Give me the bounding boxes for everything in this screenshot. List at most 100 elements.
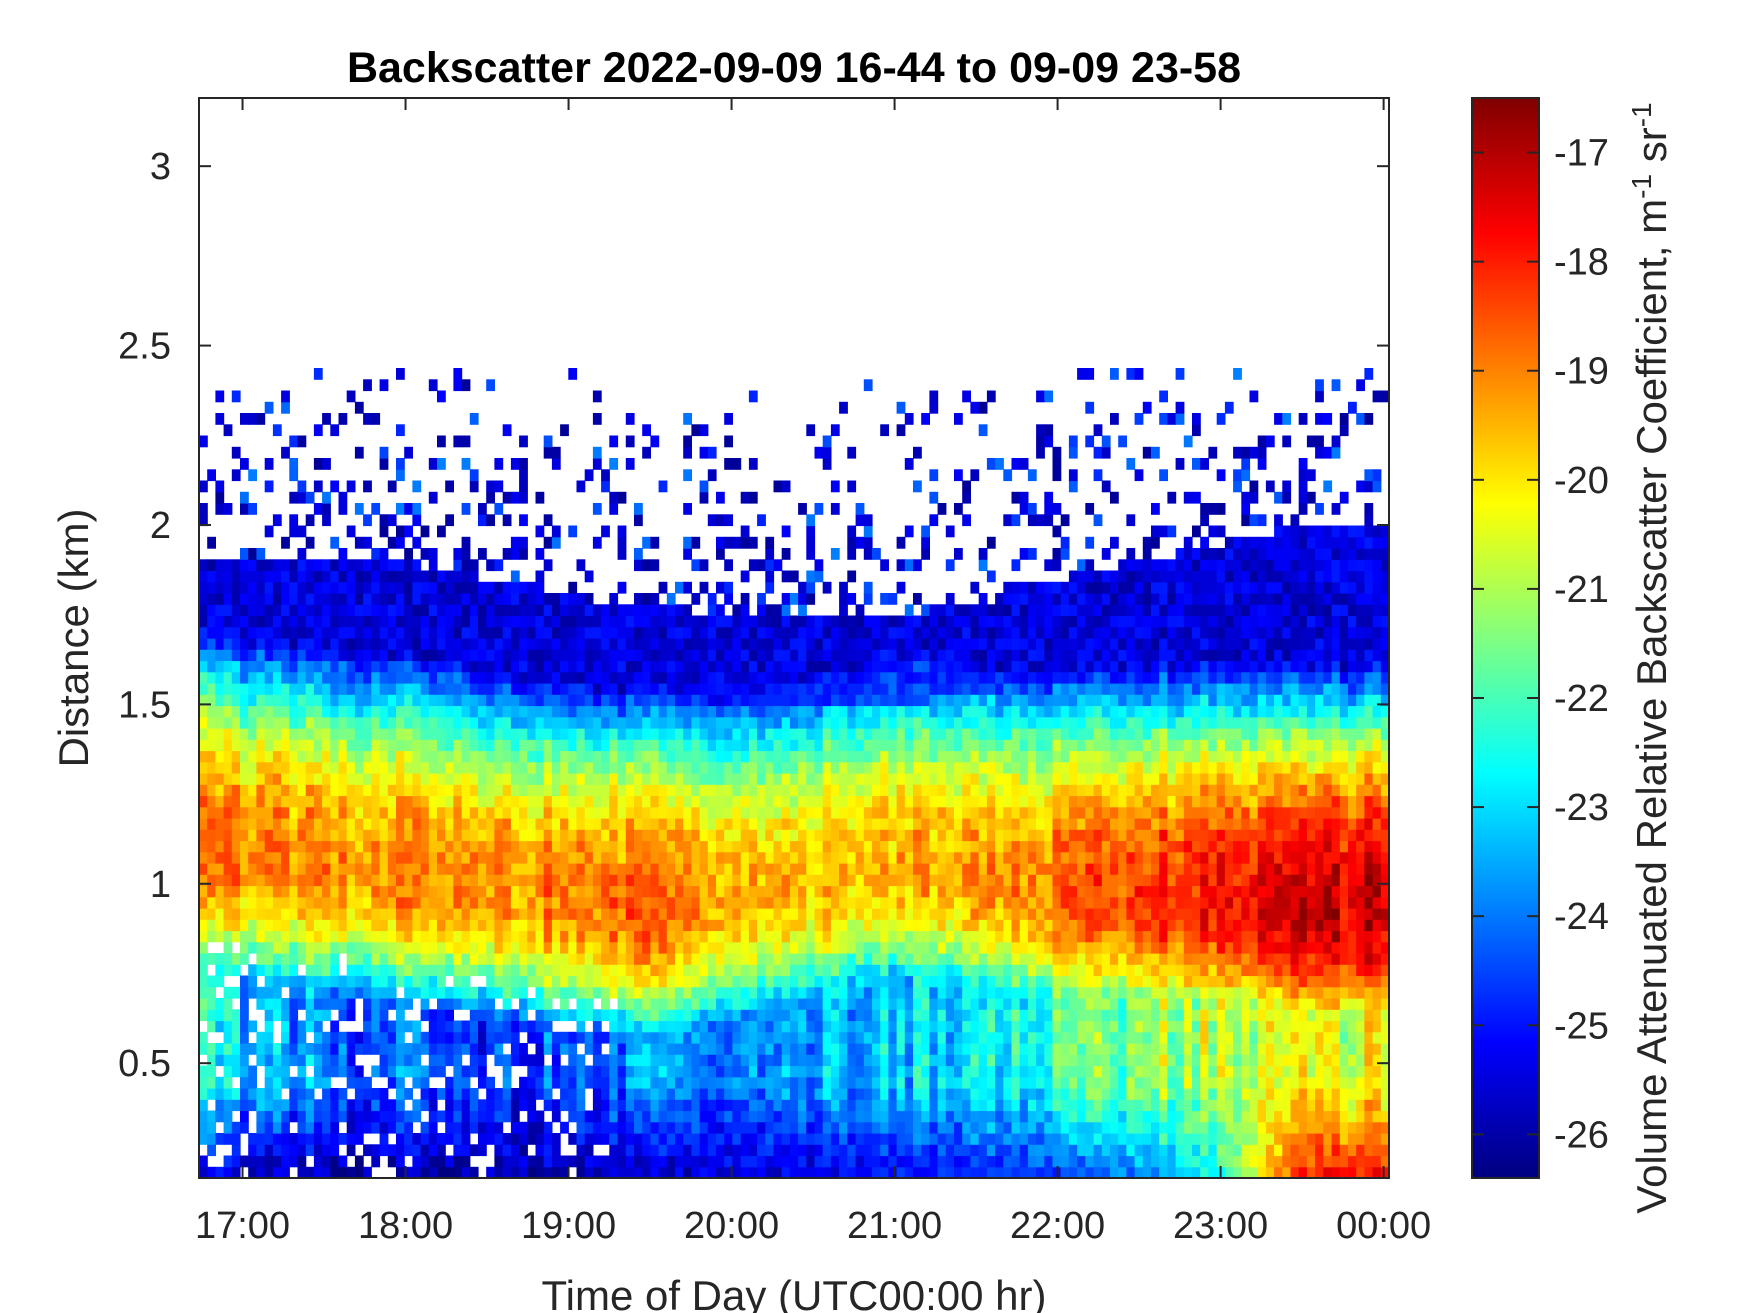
heatmap-cell [437, 1043, 446, 1055]
heatmap-cell [609, 705, 619, 718]
heatmap-cell [642, 885, 651, 898]
heatmap-cell [904, 773, 914, 785]
heatmap-cell [248, 503, 257, 515]
heatmap-cell [338, 593, 348, 605]
heatmap-cell [716, 975, 725, 988]
heatmap-cell [913, 671, 922, 684]
heatmap-cell [486, 716, 495, 729]
heatmap-cell [494, 458, 504, 470]
heatmap-cell [921, 784, 930, 797]
heatmap-cell [691, 1121, 701, 1134]
heatmap-cell [240, 1054, 249, 1067]
heatmap-cell [748, 908, 758, 920]
heatmap-cell [863, 548, 873, 560]
heatmap-cell [592, 649, 602, 662]
heatmap-cell [363, 581, 372, 594]
heatmap-cell [264, 1043, 274, 1055]
heatmap-cell [888, 851, 898, 864]
heatmap-cell [707, 795, 717, 808]
heatmap-cell [658, 975, 668, 988]
heatmap-cell [921, 728, 930, 740]
heatmap-cell [699, 1065, 709, 1078]
heatmap-cell [346, 908, 356, 920]
heatmap-cell [519, 739, 528, 752]
heatmap-cell [896, 773, 906, 785]
heatmap-cell [510, 716, 520, 729]
heatmap-cell [830, 1054, 840, 1067]
heatmap-cell [330, 705, 340, 718]
heatmap-cell [904, 851, 914, 864]
heatmap-cell [371, 851, 381, 864]
heatmap-cell [502, 739, 512, 752]
heatmap-cell [683, 874, 692, 887]
heatmap-cell [748, 750, 758, 763]
heatmap-cell [363, 536, 372, 549]
heatmap-cell [461, 986, 471, 999]
heatmap-cell [445, 694, 454, 707]
heatmap-cell [904, 716, 914, 729]
heatmap-cell [625, 1110, 635, 1123]
heatmap-cell [502, 829, 512, 842]
heatmap-cell [305, 1088, 315, 1100]
heatmap-cell [215, 1133, 225, 1145]
heatmap-cell [683, 1133, 692, 1145]
heatmap-cell [798, 953, 807, 965]
heatmap-cell [872, 863, 881, 875]
heatmap-cell [248, 975, 257, 988]
heatmap-cell [576, 750, 586, 763]
heatmap-cell [699, 626, 709, 639]
heatmap-cell [806, 514, 816, 527]
heatmap-cell [281, 1144, 290, 1157]
heatmap-cell [371, 1031, 381, 1044]
heatmap-cell [683, 896, 692, 909]
heatmap-cell [773, 559, 783, 572]
heatmap-cell [929, 964, 939, 977]
heatmap-cell [584, 885, 594, 898]
heatmap-cell [666, 896, 676, 909]
heatmap-cell [543, 1009, 553, 1022]
heatmap-cell [847, 851, 857, 864]
heatmap-cell [387, 1065, 397, 1078]
heatmap-cell [568, 1065, 578, 1078]
heatmap-cell [822, 581, 832, 594]
heatmap-cell [354, 1031, 364, 1044]
heatmap-cell [379, 570, 389, 583]
heatmap-cell [658, 851, 668, 864]
heatmap-cell [404, 896, 413, 909]
heatmap-cell [461, 379, 471, 392]
heatmap-cell [445, 649, 454, 662]
heatmap-cell [420, 638, 430, 650]
heatmap-cell [913, 874, 922, 887]
heatmap-cell [798, 986, 807, 999]
heatmap-cell [560, 953, 569, 965]
heatmap-cell [634, 1009, 643, 1022]
heatmap-cell [223, 683, 233, 695]
heatmap-cell [814, 818, 824, 830]
heatmap-cell [363, 413, 372, 425]
heatmap-cell [363, 773, 372, 785]
heatmap-cell [519, 469, 528, 482]
heatmap-cell [584, 851, 594, 864]
heatmap-cell [691, 739, 701, 752]
heatmap-cell [289, 750, 299, 763]
heatmap-cell [305, 559, 315, 572]
heatmap-cell [789, 953, 799, 965]
heatmap-cell [453, 615, 463, 628]
heatmap-cell [502, 728, 512, 740]
heatmap-cell [379, 728, 389, 740]
heatmap-cell [420, 525, 430, 538]
heatmap-cell [872, 683, 881, 695]
heatmap-cell [773, 998, 783, 1010]
heatmap-cell [215, 750, 225, 763]
heatmap-cell [437, 750, 446, 763]
heatmap-cell [396, 818, 405, 830]
heatmap-cell [510, 851, 520, 864]
heatmap-cell [937, 986, 947, 999]
heatmap-cell [798, 1054, 807, 1067]
heatmap-cell [404, 863, 413, 875]
heatmap-cell [346, 671, 356, 684]
heatmap-cell [716, 1155, 725, 1168]
heatmap-cell [502, 548, 512, 560]
heatmap-cell [445, 761, 454, 774]
heatmap-cell [199, 930, 208, 943]
